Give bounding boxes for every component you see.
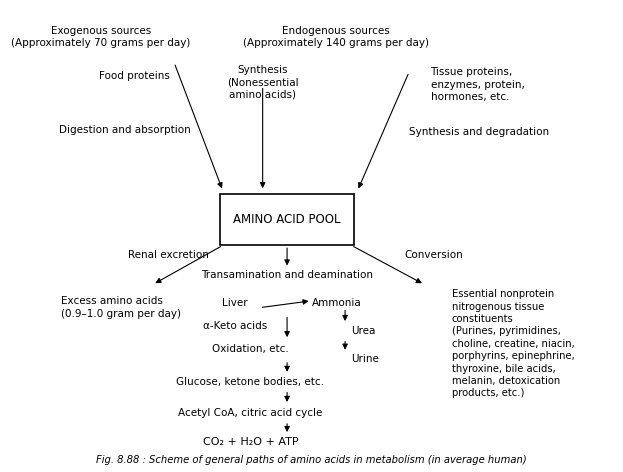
Text: Synthesis and degradation: Synthesis and degradation xyxy=(409,127,549,137)
Text: Tissue proteins,
enzymes, protein,
hormones, etc.: Tissue proteins, enzymes, protein, hormo… xyxy=(430,67,525,102)
Text: Urea: Urea xyxy=(351,326,376,336)
Text: Excess amino acids
(0.9–1.0 gram per day): Excess amino acids (0.9–1.0 gram per day… xyxy=(61,296,181,319)
Text: Food proteins: Food proteins xyxy=(99,71,170,81)
Text: Essential nonprotein
nitrogenous tissue
constituents
(Purines, pyrimidines,
chol: Essential nonprotein nitrogenous tissue … xyxy=(452,289,574,398)
Text: Oxidation, etc.: Oxidation, etc. xyxy=(212,345,289,354)
Text: Acetyl CoA, citric acid cycle: Acetyl CoA, citric acid cycle xyxy=(178,408,323,418)
Text: Urine: Urine xyxy=(351,354,379,363)
Text: Ammonia: Ammonia xyxy=(312,298,361,308)
Bar xyxy=(220,194,354,245)
Text: AMINO ACID POOL: AMINO ACID POOL xyxy=(234,213,341,226)
Text: Digestion and absorption: Digestion and absorption xyxy=(59,125,191,135)
Text: Fig. 8.88 : Scheme of general paths of amino acids in metabolism (in average hum: Fig. 8.88 : Scheme of general paths of a… xyxy=(96,455,527,465)
Text: α-Keto acids: α-Keto acids xyxy=(203,321,267,331)
Text: Synthesis
(Nonessential
amino acids): Synthesis (Nonessential amino acids) xyxy=(227,65,298,100)
Text: Transamination and deamination: Transamination and deamination xyxy=(201,270,373,280)
Text: Glucose, ketone bodies, etc.: Glucose, ketone bodies, etc. xyxy=(176,377,325,387)
Text: CO₂ + H₂O + ATP: CO₂ + H₂O + ATP xyxy=(202,437,298,447)
Text: Exogenous sources
(Approximately 70 grams per day): Exogenous sources (Approximately 70 gram… xyxy=(11,25,191,48)
Text: Endogenous sources
(Approximately 140 grams per day): Endogenous sources (Approximately 140 gr… xyxy=(243,25,429,48)
Text: Renal excretion: Renal excretion xyxy=(128,250,209,260)
Text: Conversion: Conversion xyxy=(404,250,463,260)
Text: Liver: Liver xyxy=(222,298,248,308)
